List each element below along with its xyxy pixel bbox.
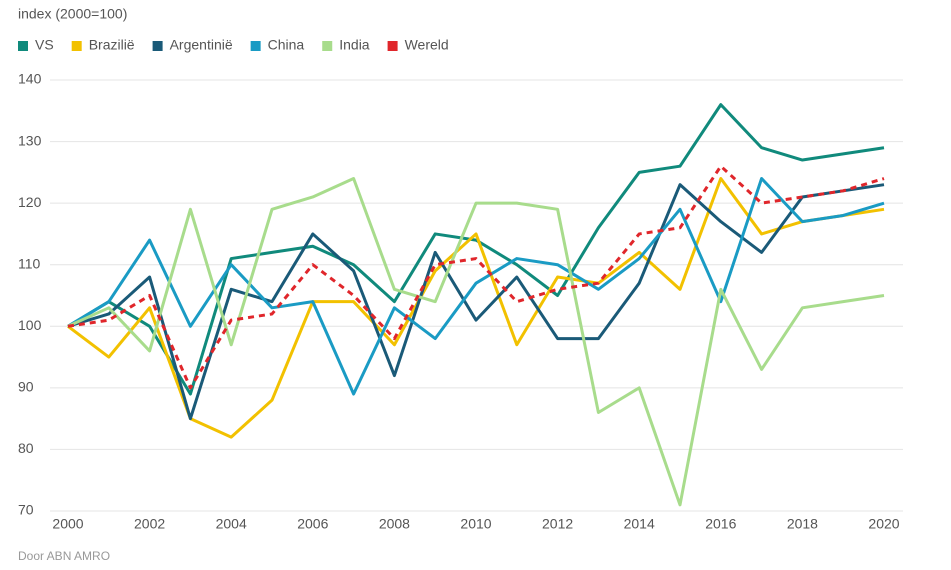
legend-label: India — [339, 37, 370, 53]
x-tick-label: 2020 — [868, 516, 899, 532]
chart-subtitle: index (2000=100) — [18, 6, 127, 22]
y-tick-label: 100 — [18, 317, 42, 333]
source: Door ABN AMRO — [18, 549, 110, 563]
series-line — [67, 177, 885, 439]
x-tick-label: 2016 — [705, 516, 736, 532]
y-tick-label: 90 — [18, 379, 34, 395]
legend-swatch — [322, 41, 333, 51]
series-line — [67, 183, 885, 421]
x-tick-label: 2018 — [787, 516, 818, 532]
x-tick-label: 2014 — [624, 516, 655, 532]
legend-label: Brazilië — [89, 37, 135, 53]
legend-swatch — [18, 41, 28, 51]
legend-label: VS — [35, 37, 54, 53]
y-tick-label: 70 — [18, 502, 34, 518]
legend-swatch — [71, 41, 82, 51]
series-line — [67, 103, 885, 396]
y-tick-label: 110 — [18, 255, 41, 271]
legend-label: China — [268, 37, 305, 53]
y-tick-label: 130 — [18, 132, 42, 148]
series-line — [67, 177, 885, 396]
y-tick-label: 140 — [18, 71, 42, 87]
series-line — [67, 164, 885, 390]
legend-swatch — [250, 41, 261, 51]
x-tick-label: 2006 — [297, 516, 328, 532]
x-tick-label: 2000 — [52, 516, 83, 532]
x-tick-label: 2004 — [216, 516, 247, 532]
legend-label: Argentinië — [170, 37, 233, 53]
y-tick-label: 80 — [18, 440, 34, 456]
y-tick-label: 120 — [18, 194, 42, 210]
x-tick-label: 2010 — [460, 516, 491, 532]
x-tick-label: 2002 — [134, 516, 165, 532]
legend-swatch — [152, 41, 163, 51]
legend-swatch — [387, 41, 398, 51]
legend-label: Wereld — [405, 37, 449, 53]
x-tick-label: 2012 — [542, 516, 573, 532]
series-line — [67, 177, 885, 507]
x-tick-label: 2008 — [379, 516, 410, 532]
